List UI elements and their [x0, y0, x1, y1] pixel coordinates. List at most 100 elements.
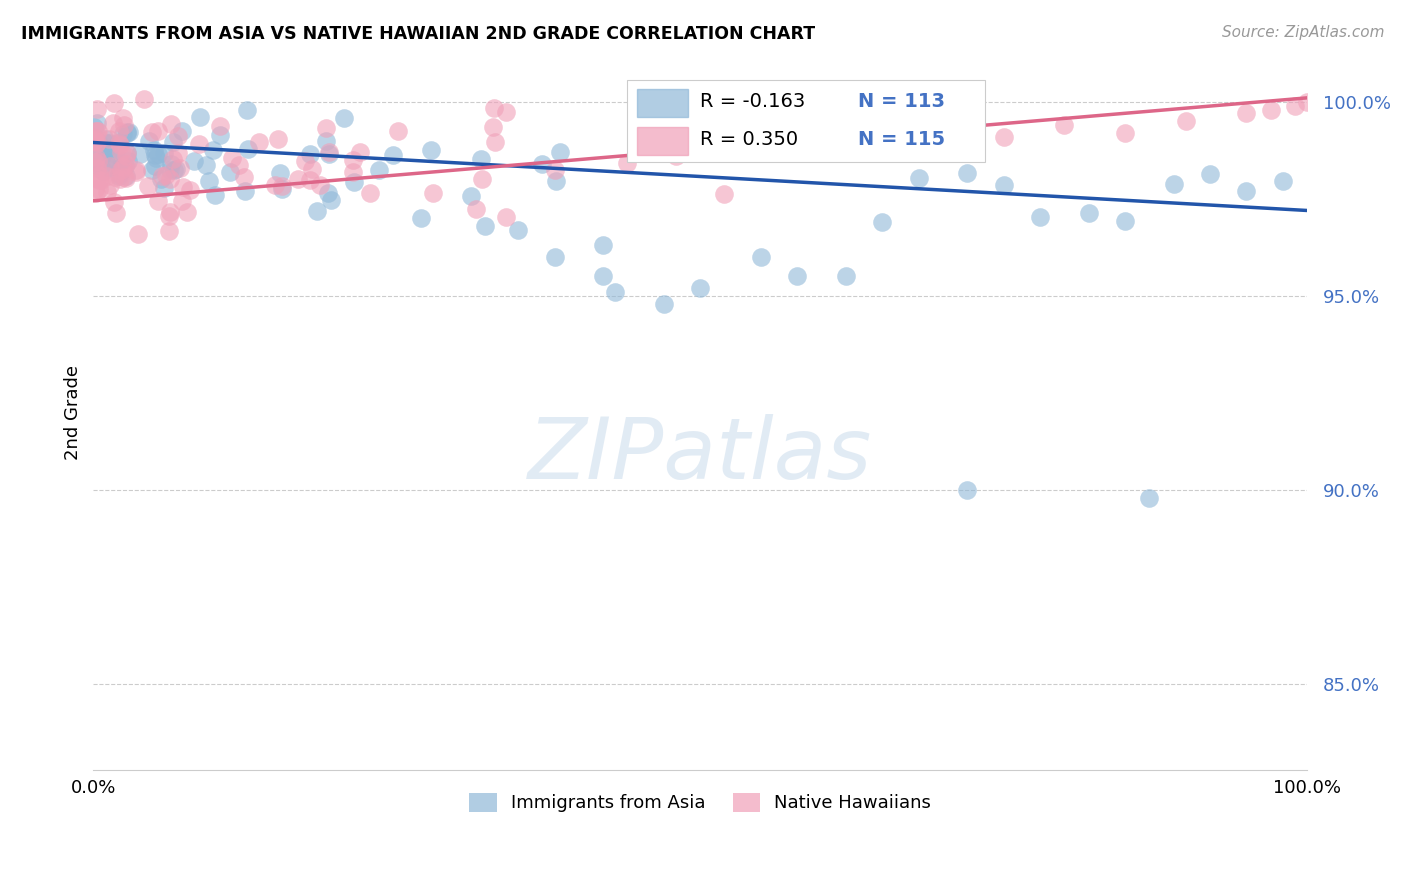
Text: N = 113: N = 113 — [858, 92, 945, 112]
Point — [86, 124, 108, 138]
Point — [419, 143, 441, 157]
FancyBboxPatch shape — [637, 127, 688, 155]
Point — [148, 146, 170, 161]
Point — [460, 189, 482, 203]
Point — [197, 174, 219, 188]
Point — [387, 124, 409, 138]
Point — [530, 157, 553, 171]
Point — [652, 296, 675, 310]
Point — [115, 170, 138, 185]
Point — [238, 142, 260, 156]
Point — [84, 170, 107, 185]
Point — [163, 163, 186, 178]
Point — [1029, 211, 1052, 225]
Point — [96, 169, 118, 184]
Point — [616, 156, 638, 170]
Point — [110, 138, 132, 153]
Point — [112, 111, 135, 125]
Point — [543, 250, 565, 264]
Point — [87, 149, 110, 163]
Point — [86, 116, 108, 130]
Point — [108, 169, 131, 183]
Point — [125, 165, 148, 179]
Point — [176, 205, 198, 219]
Point — [132, 92, 155, 106]
Point — [993, 178, 1015, 192]
Point — [114, 159, 136, 173]
Point — [159, 157, 181, 171]
Point — [713, 187, 735, 202]
Point — [153, 181, 176, 195]
Point — [956, 126, 979, 140]
Point — [110, 172, 132, 186]
Point — [1260, 103, 1282, 117]
Point — [83, 133, 105, 147]
Point — [115, 169, 138, 183]
Point — [271, 182, 294, 196]
Point — [110, 145, 132, 159]
Point — [309, 178, 332, 192]
Point — [94, 132, 117, 146]
Point — [90, 173, 112, 187]
Point — [104, 147, 127, 161]
Point — [605, 285, 627, 299]
Point — [136, 179, 159, 194]
Text: R = 0.350: R = 0.350 — [700, 130, 799, 149]
Point — [287, 172, 309, 186]
Point — [107, 136, 129, 151]
Point — [381, 148, 404, 162]
Point — [359, 186, 381, 200]
Point — [204, 188, 226, 202]
Point — [319, 194, 342, 208]
Point — [83, 145, 105, 159]
Point — [544, 174, 567, 188]
Point — [104, 169, 127, 184]
Point — [342, 153, 364, 168]
Point — [83, 134, 105, 148]
Point — [267, 132, 290, 146]
Point — [835, 134, 858, 148]
Point — [1234, 184, 1257, 198]
Point — [84, 155, 107, 169]
Point — [233, 170, 256, 185]
Point — [84, 145, 107, 159]
Point — [87, 153, 110, 168]
Text: R = -0.163: R = -0.163 — [700, 92, 806, 112]
Point — [89, 136, 111, 150]
Point — [209, 128, 232, 142]
Point — [188, 136, 211, 151]
Point — [749, 250, 772, 264]
Point — [157, 210, 180, 224]
Point — [167, 129, 190, 144]
Point — [269, 166, 291, 180]
Point — [264, 178, 287, 192]
Point — [86, 136, 108, 151]
Point — [115, 145, 138, 160]
Point — [84, 150, 107, 164]
Point — [86, 154, 108, 169]
Point — [307, 203, 329, 218]
Point — [104, 152, 127, 166]
Point — [367, 163, 389, 178]
Point — [82, 129, 104, 144]
Point — [86, 137, 108, 152]
Point — [481, 120, 503, 135]
Point — [318, 145, 340, 159]
Point — [86, 124, 108, 138]
Point — [162, 135, 184, 149]
Point — [118, 125, 141, 139]
Point — [87, 144, 110, 158]
Point — [221, 151, 243, 165]
Point — [159, 205, 181, 219]
Point — [82, 144, 104, 158]
Point — [835, 269, 858, 284]
Point — [97, 136, 120, 151]
Point — [114, 157, 136, 171]
Point — [689, 141, 711, 155]
Point — [143, 148, 166, 162]
Point — [1137, 491, 1160, 505]
Point — [87, 151, 110, 165]
Point — [508, 223, 530, 237]
Point — [689, 281, 711, 295]
Point — [98, 160, 121, 174]
